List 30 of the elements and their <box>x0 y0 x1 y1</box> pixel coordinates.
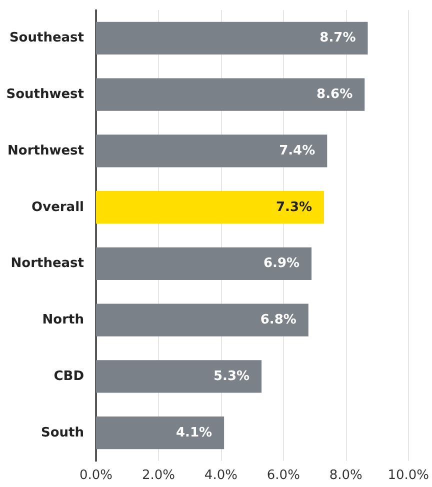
y-tick-label: CBD <box>54 368 84 384</box>
y-tick-label: North <box>42 312 84 328</box>
bar <box>96 22 368 55</box>
data-label: 4.1% <box>176 425 212 440</box>
bar <box>96 304 308 336</box>
y-tick-label: Southeast <box>9 30 84 46</box>
data-label: 5.3% <box>213 368 250 384</box>
bar <box>96 190 324 224</box>
y-tick-label: Southwest <box>6 87 84 102</box>
y-tick-label: Northeast <box>10 256 84 272</box>
y-tick-label: Northwest <box>8 143 84 158</box>
x-tick-label: 10.0% <box>388 468 430 483</box>
x-tick-label: 8.0% <box>329 468 362 483</box>
data-label: 7.3% <box>276 200 312 215</box>
x-tick-label: 6.0% <box>266 468 300 483</box>
x-tick-label: 4.0% <box>204 468 238 483</box>
data-label: 7.4% <box>279 143 316 158</box>
bar <box>96 360 262 393</box>
data-label: 6.8% <box>260 312 296 328</box>
x-tick-label: 2.0% <box>142 468 175 483</box>
bar <box>96 134 328 168</box>
y-tick-label: South <box>40 425 84 440</box>
data-label: 8.6% <box>316 87 353 102</box>
data-label: 8.7% <box>320 30 356 46</box>
bar <box>96 78 365 111</box>
y-tick-label: Overall <box>32 200 84 215</box>
x-tick-label: 0.0% <box>79 468 113 483</box>
data-label: 6.9% <box>263 256 300 272</box>
bar <box>96 416 224 450</box>
bar <box>96 247 312 280</box>
